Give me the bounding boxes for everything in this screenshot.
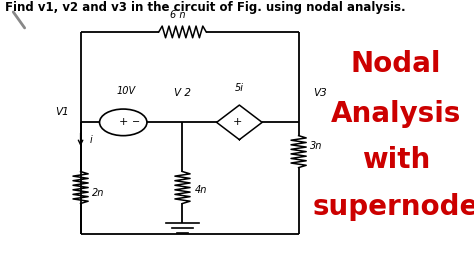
Text: +: + [232,117,242,127]
Text: V1: V1 [55,107,69,117]
Text: V3: V3 [313,88,327,98]
Text: Find v1, v2 and v3 in the circuit of Fig. using nodal analysis.: Find v1, v2 and v3 in the circuit of Fig… [5,1,405,14]
Text: 2n: 2n [92,188,105,198]
Text: Nodal: Nodal [351,50,441,78]
Text: −: − [132,117,140,127]
Text: V 2: V 2 [174,88,191,98]
Text: Analysis: Analysis [330,100,461,128]
Text: with: with [362,146,430,174]
Text: i: i [90,135,93,145]
Text: +: + [118,117,128,127]
Text: 4n: 4n [194,185,207,195]
Text: 10V: 10V [116,86,135,96]
Text: 5i: 5i [235,83,244,93]
Text: 3n: 3n [310,141,323,151]
Text: supernode: supernode [312,193,474,222]
Text: 6 n: 6 n [170,10,185,20]
